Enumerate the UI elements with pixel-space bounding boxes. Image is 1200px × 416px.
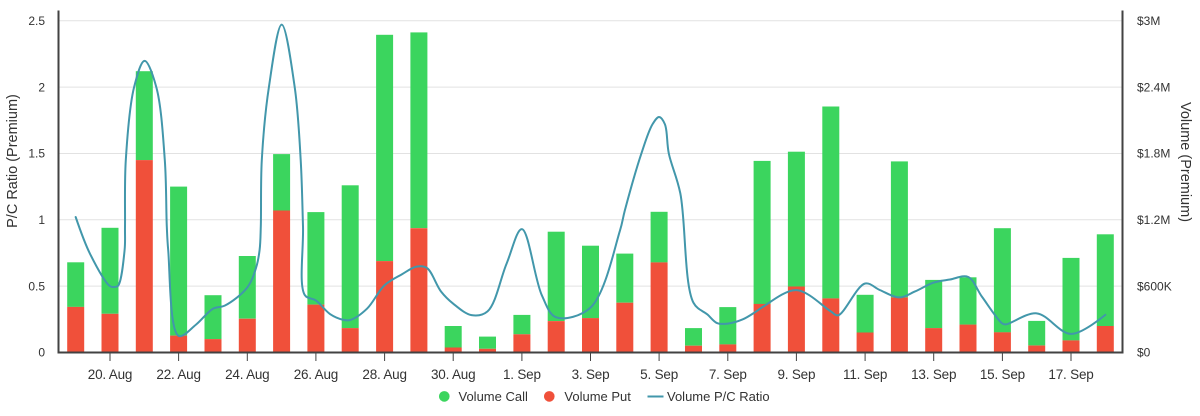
svg-text:13. Sep: 13. Sep xyxy=(911,367,956,382)
svg-text:Volume Put: Volume Put xyxy=(564,389,631,404)
svg-text:1. Sep: 1. Sep xyxy=(503,367,541,382)
svg-text:17. Sep: 17. Sep xyxy=(1048,367,1093,382)
svg-text:2: 2 xyxy=(38,80,45,94)
svg-text:5. Sep: 5. Sep xyxy=(640,367,678,382)
svg-text:22. Aug: 22. Aug xyxy=(156,367,200,382)
svg-text:$1.2M: $1.2M xyxy=(1137,213,1170,227)
svg-text:$600K: $600K xyxy=(1137,279,1172,293)
svg-text:0: 0 xyxy=(38,346,45,360)
svg-text:1: 1 xyxy=(38,213,45,227)
svg-text:11. Sep: 11. Sep xyxy=(843,367,887,382)
svg-text:3. Sep: 3. Sep xyxy=(572,367,610,382)
svg-text:1.5: 1.5 xyxy=(28,147,45,161)
svg-text:P/C Ratio (Premium): P/C Ratio (Premium) xyxy=(5,94,21,228)
svg-text:Volume Call: Volume Call xyxy=(459,389,528,404)
svg-text:$2.4M: $2.4M xyxy=(1137,80,1170,94)
svg-text:28. Aug: 28. Aug xyxy=(362,367,406,382)
svg-text:7. Sep: 7. Sep xyxy=(709,367,747,382)
svg-text:$0: $0 xyxy=(1137,346,1151,360)
svg-text:Volume P/C Ratio: Volume P/C Ratio xyxy=(667,389,770,404)
svg-text:$3M: $3M xyxy=(1137,14,1160,28)
svg-text:24. Aug: 24. Aug xyxy=(225,367,269,382)
svg-text:2.5: 2.5 xyxy=(28,14,45,28)
svg-text:0.5: 0.5 xyxy=(28,279,45,293)
svg-text:26. Aug: 26. Aug xyxy=(294,367,338,382)
svg-text:$1.8M: $1.8M xyxy=(1137,147,1170,161)
svg-text:30. Aug: 30. Aug xyxy=(431,367,475,382)
svg-text:9. Sep: 9. Sep xyxy=(777,367,815,382)
svg-text:15. Sep: 15. Sep xyxy=(980,367,1025,382)
svg-text:20. Aug: 20. Aug xyxy=(88,367,132,382)
svg-text:Volume (Premium): Volume (Premium) xyxy=(1177,102,1193,222)
